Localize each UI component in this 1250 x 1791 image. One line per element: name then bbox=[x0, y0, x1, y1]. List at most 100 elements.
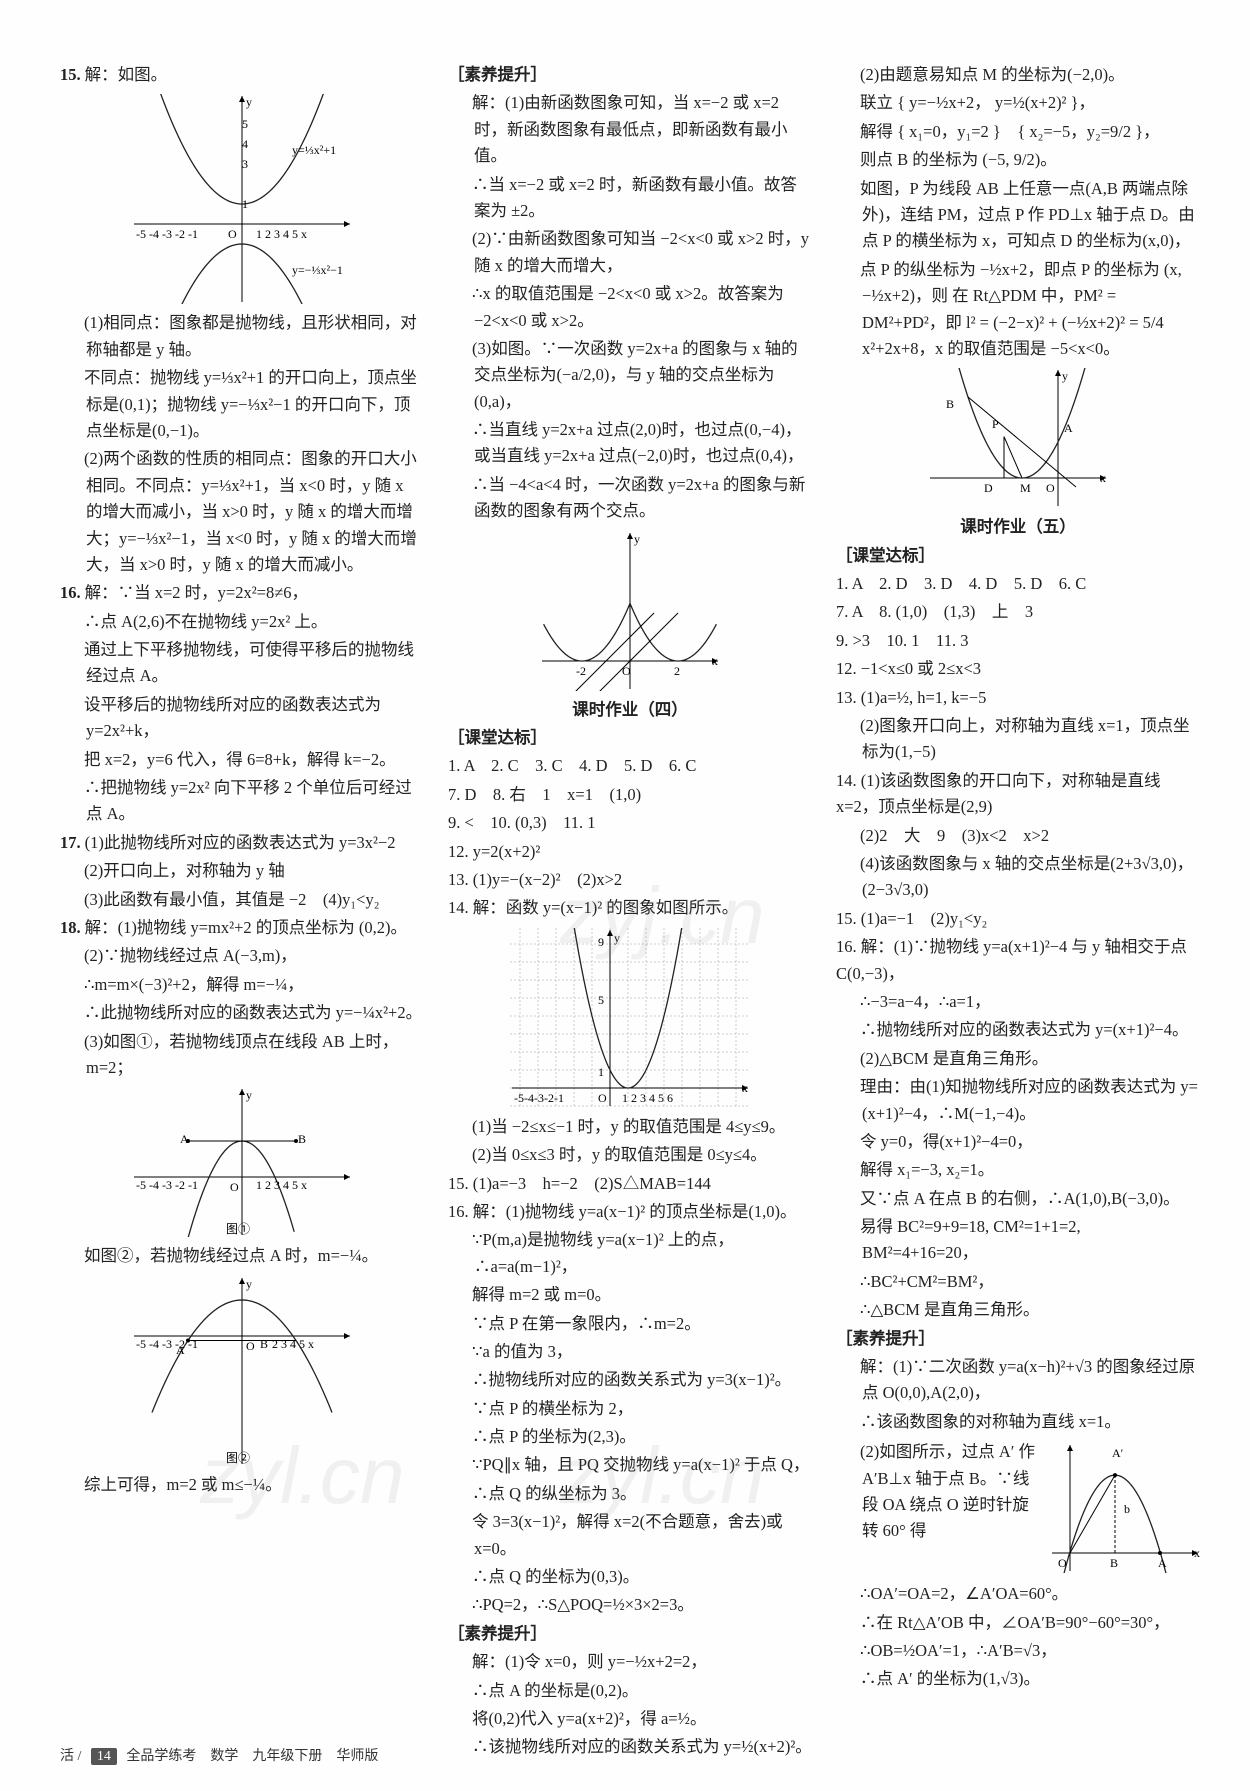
body-text: (3)如图①，若抛物线顶点在线段 AB 上时，m=2； bbox=[60, 1029, 424, 1082]
body-text: ∴OB=½OA′=1，∴A′B=√3， bbox=[836, 1638, 1200, 1664]
body-text: ∵点 P 在第一象限内，∴m=2。 bbox=[448, 1311, 812, 1337]
body-text: (2)两个函数的性质的相同点：图象的开口大小相同。不同点：y=⅓x²+1，当 x… bbox=[60, 446, 424, 578]
body-text: (1)相同点：图象都是抛物线，且形状相同，对称轴都是 y 轴。 bbox=[60, 310, 424, 363]
svg-text:A: A bbox=[1064, 421, 1073, 435]
svg-text:x: x bbox=[742, 1081, 748, 1095]
svg-text:O: O bbox=[622, 664, 631, 678]
body-text: 解得 m=2 或 m=0。 bbox=[448, 1282, 812, 1308]
body-text: 16. 解：(1)抛物线 y=a(x−1)² 的顶点坐标是(1,0)。 bbox=[448, 1199, 812, 1225]
body-text: (2)当 0≤x≤3 时，y 的取值范围是 0≤y≤4。 bbox=[448, 1142, 812, 1168]
body-text: 9. >3 10. 1 11. 3 bbox=[836, 628, 1200, 654]
section-tag: ［课堂达标］ bbox=[836, 543, 1200, 569]
body-text: ∴x 的取值范围是 −2<x<0 或 x>2。故答案为 −2<x<0 或 x>2… bbox=[448, 281, 812, 334]
body-text: (1)当 −2≤x≤−1 时，y 的取值范围是 4≤y≤9。 bbox=[448, 1114, 812, 1140]
body-text: ∴当 x=−2 或 x=2 时，新函数有最小值。故答案为 ±2。 bbox=[448, 172, 812, 225]
body-text: ∴当 −4<a<4 时，一次函数 y=2x+a 的图象与新函数的图象有两个交点。 bbox=[448, 472, 812, 525]
svg-text:y=−⅓x²−1: y=−⅓x²−1 bbox=[292, 263, 343, 277]
svg-text:2 3 4 5 x: 2 3 4 5 x bbox=[272, 1337, 314, 1351]
body-text: ∴BC²+CM²=BM²， bbox=[836, 1269, 1200, 1295]
body-text: (2)由题意易知点 M 的坐标为(−2,0)。 bbox=[836, 62, 1200, 88]
svg-text:1: 1 bbox=[598, 1065, 604, 1079]
footer-suffix: 全品学练考 数学 九年级下册 华师版 bbox=[126, 1749, 378, 1764]
section-tag: ［素养提升］ bbox=[448, 1621, 812, 1647]
svg-text:x: x bbox=[1194, 1546, 1200, 1560]
body-text: 1. A 2. D 3. D 4. D 5. D 6. C bbox=[836, 571, 1200, 597]
page-number: 14 bbox=[91, 1748, 117, 1765]
svg-text:A: A bbox=[180, 1132, 189, 1146]
page-footer: 活 / 14 全品学练考 数学 九年级下册 华师版 bbox=[60, 1745, 378, 1765]
body-text: ∴把抛物线 y=2x² 向下平移 2 个单位后可经过点 A。 bbox=[60, 775, 424, 828]
body-text: ∴m=m×(−3)²+2，解得 m=−¼， bbox=[60, 972, 424, 998]
column-3: (2)由题意易知点 M 的坐标为(−2,0)。联立 { y=−½x+2， y=½… bbox=[836, 60, 1200, 1700]
svg-text:x: x bbox=[712, 654, 718, 668]
body-text: ∵a 的值为 3， bbox=[448, 1339, 812, 1365]
svg-text:y=⅓x²+1: y=⅓x²+1 bbox=[292, 143, 336, 157]
body-text: (2)∵由新函数图象可知当 −2<x<0 或 x>2 时，y 随 x 的增大而增… bbox=[448, 226, 812, 279]
body-text: 13. (1)y=−(x−2)² (2)x>2 bbox=[448, 867, 812, 893]
svg-text:1: 1 bbox=[242, 197, 248, 211]
svg-text:A: A bbox=[1158, 1556, 1167, 1570]
svg-text:B: B bbox=[1110, 1556, 1118, 1570]
problem-line: 16.解：∵当 x=2 时，y=2x²=8≠6， bbox=[60, 580, 424, 606]
body-text: ∵P(m,a)是抛物线 y=a(x−1)² 上的点，∴a=a(m−1)²， bbox=[448, 1227, 812, 1280]
body-text: 解得 x₁=−3, x₂=1。 bbox=[836, 1157, 1200, 1183]
body-text: 15. (1)a=−1 (2)y₁<y₂ bbox=[836, 906, 1200, 932]
body-text: 理由：由(1)知抛物线所对应的函数表达式为 y=(x+1)²−4，∴M(−1,−… bbox=[836, 1074, 1200, 1127]
body-text: 令 y=0，得(x+1)²−4=0， bbox=[836, 1129, 1200, 1155]
body-text: 15. (1)a=−3 h=−2 (2)S△MAB=144 bbox=[448, 1171, 812, 1197]
body-text: 9. < 10. (0,3) 11. 1 bbox=[448, 810, 812, 836]
body-text: 易得 BC²=9+9=18, CM²=1+1=2, BM²=4+16=20， bbox=[836, 1214, 1200, 1267]
svg-text:x: x bbox=[1100, 471, 1106, 485]
body-text: ∴抛物线所对应的函数关系式为 y=3(x−1)²。 bbox=[448, 1367, 812, 1393]
body-text: 又∵点 A 在点 B 的右侧，∴A(1,0),B(−3,0)。 bbox=[836, 1186, 1200, 1212]
svg-text:b: b bbox=[1124, 1502, 1130, 1516]
body-text: ∴点 Q 的纵坐标为 3。 bbox=[448, 1481, 812, 1507]
body-text: 7. A 8. (1,0) (1,3) 上 3 bbox=[836, 599, 1200, 625]
svg-text:P: P bbox=[992, 417, 999, 431]
svg-text:B: B bbox=[298, 1132, 306, 1146]
body-text: 把 x=2，y=6 代入，得 6=8+k，解得 k=−2。 bbox=[60, 747, 424, 773]
body-text: 联立 { y=−½x+2， y=½(x+2)² }， bbox=[836, 90, 1200, 116]
columns: 15.解：如图。yOy=⅓x²+1y=−⅓x²−15431-5 -4 -3 -2… bbox=[60, 60, 1200, 1700]
body-text: 解得 { x₁=0，y₁=2 } { x₂=−5，y₂=9/2 }， bbox=[836, 119, 1200, 145]
svg-text:3: 3 bbox=[242, 157, 248, 171]
body-text: ∴点 Q 的坐标为(0,3)。 bbox=[448, 1564, 812, 1590]
svg-text:9: 9 bbox=[598, 935, 604, 949]
svg-text:M: M bbox=[1020, 481, 1031, 495]
body-text: ∴此抛物线所对应的函数表达式为 y=−¼x²+2。 bbox=[60, 1000, 424, 1026]
body-text: 13. (1)a=½, h=1, k=−5 bbox=[836, 685, 1200, 711]
svg-text:-5 -4 -3 -2 -1: -5 -4 -3 -2 -1 bbox=[136, 1178, 198, 1192]
svg-text:1 2 3 4 5 x: 1 2 3 4 5 x bbox=[256, 227, 307, 241]
svg-text:O: O bbox=[1058, 1556, 1067, 1570]
svg-text:4: 4 bbox=[242, 137, 248, 151]
section-title: 课时作业（四） bbox=[448, 697, 812, 723]
svg-text:-5 -4 -3 -2 -1: -5 -4 -3 -2 -1 bbox=[136, 227, 198, 241]
body-text: (3)此函数有最小值，其值是 −2 (4)y₁<y₂ bbox=[60, 887, 424, 913]
body-text: ∴PQ=2，∴S△POQ=½×3×2=3。 bbox=[448, 1592, 812, 1618]
svg-text:2: 2 bbox=[674, 664, 680, 678]
body-text: 16. 解：(1)∵抛物线 y=a(x+1)²−4 与 y 轴相交于点 C(0,… bbox=[836, 934, 1200, 987]
body-text: 7. D 8. 右 1 x=1 (1,0) bbox=[448, 782, 812, 808]
section-title: 课时作业（五） bbox=[836, 514, 1200, 540]
svg-text:图①: 图① bbox=[226, 1222, 250, 1236]
body-text: ∴△BCM 是直角三角形。 bbox=[836, 1297, 1200, 1323]
body-text: ∴抛物线所对应的函数表达式为 y=(x+1)²−4。 bbox=[836, 1017, 1200, 1043]
body-text: 综上可得，m=2 或 m≤−¼。 bbox=[60, 1472, 424, 1498]
svg-text:-5 -4 -3 -2 -1: -5 -4 -3 -2 -1 bbox=[136, 1337, 198, 1351]
svg-text:1 2 3 4 5 x: 1 2 3 4 5 x bbox=[256, 1178, 307, 1192]
svg-text:O: O bbox=[228, 227, 237, 241]
svg-text:y: y bbox=[614, 931, 620, 945]
body-text: 则点 B 的坐标为 (−5, 9/2)。 bbox=[836, 147, 1200, 173]
body-text: (2)∵抛物线经过点 A(−3,m)， bbox=[60, 943, 424, 969]
body-text: ∴点 A′ 的坐标为(1,√3)。 bbox=[836, 1666, 1200, 1692]
problem-line: 17.(1)此抛物线所对应的函数表达式为 y=3x²−2 bbox=[60, 830, 424, 856]
body-text: (2)如图所示，过点 A′ 作 A′B⊥x 轴于点 B。∵线段 OA 绕点 O … bbox=[836, 1439, 1044, 1545]
body-text: 如图②，若抛物线经过点 A 时，m=−¼。 bbox=[60, 1243, 424, 1269]
body-text: 12. y=2(x+2)² bbox=[448, 839, 812, 865]
svg-text:-2: -2 bbox=[576, 664, 586, 678]
problem-line: 15.解：如图。 bbox=[60, 62, 424, 88]
body-text: 解：(1)由新函数图象可知，当 x=−2 或 x=2 时，新函数图象有最低点，即… bbox=[448, 90, 812, 169]
column-1: 15.解：如图。yOy=⅓x²+1y=−⅓x²−15431-5 -4 -3 -2… bbox=[60, 60, 424, 1700]
problem-line: 18.解：(1)抛物线 y=mx²+2 的顶点坐标为 (0,2)。 bbox=[60, 915, 424, 941]
svg-text:-5-4-3-2-1: -5-4-3-2-1 bbox=[514, 1091, 564, 1105]
